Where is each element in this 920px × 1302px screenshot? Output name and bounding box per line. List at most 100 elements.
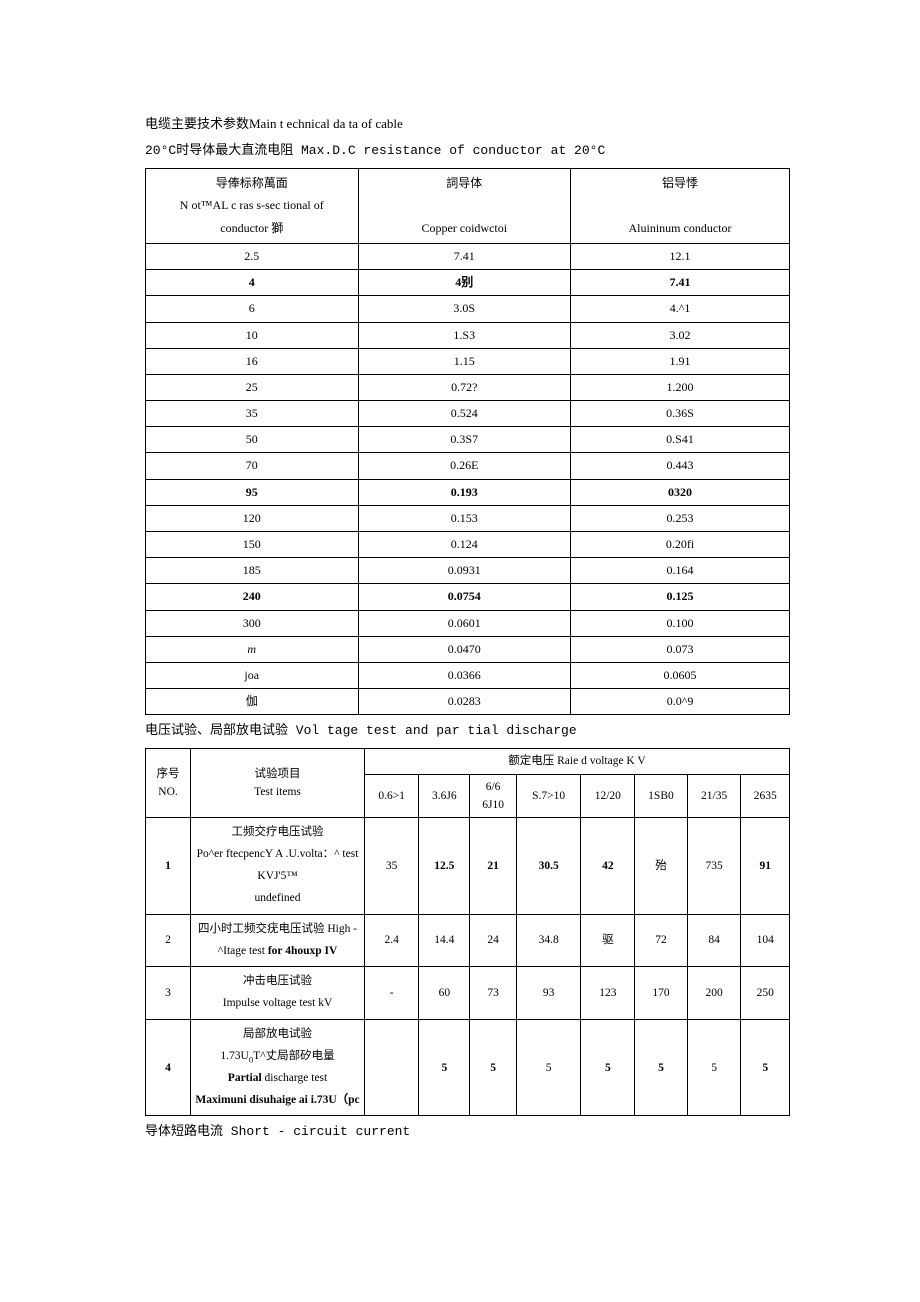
table-header-cell: 21/35: [687, 774, 741, 818]
table-cell: 驱: [581, 914, 635, 967]
table-cell: m: [146, 636, 359, 662]
table-cell: 0.164: [571, 558, 790, 584]
table-cell-desc: 冲击电压试验Impulse voltage test kV: [191, 967, 365, 1020]
table-cell: 1.S3: [358, 322, 571, 348]
t1-h-c1c: conductor 獅: [220, 221, 283, 235]
table-cell: 殆: [635, 818, 688, 914]
table-cell: 14.4: [419, 914, 470, 967]
table-header-cell: 0.6>1: [364, 774, 418, 818]
table-cell: 12.1: [571, 243, 790, 269]
table-dc-resistance: 导俸标称萬面 N ot™AL c ras s-sec tional of con…: [145, 168, 790, 716]
table-cell: 12.5: [419, 818, 470, 914]
table-cell: 0.193: [358, 479, 571, 505]
table-cell: 21: [470, 818, 516, 914]
table-cell: 170: [635, 967, 688, 1020]
table-cell-desc: 四小时工频交疣电压试验 High - ^Itage test for 4houx…: [191, 914, 365, 967]
t2-h-c1b: NO.: [158, 786, 178, 798]
t1-h-c3b: Aluininum conductor: [629, 221, 732, 235]
table-cell: 1.15: [358, 348, 571, 374]
table-cell: 0.153: [358, 505, 571, 531]
table-cell: 34.8: [516, 914, 581, 967]
table-cell: 123: [581, 967, 635, 1020]
table-cell: 60: [419, 967, 470, 1020]
table-cell: 7.41: [358, 243, 571, 269]
table-cell: 240: [146, 584, 359, 610]
table-cell-desc: 局部放电试验1.73U0T^丈局部矽电量Partial discharge te…: [191, 1020, 365, 1116]
table-cell: 0320: [571, 479, 790, 505]
table-cell: 0.36S: [571, 401, 790, 427]
table-cell: 5: [581, 1020, 635, 1116]
table-cell: 24: [470, 914, 516, 967]
table-cell: 50: [146, 427, 359, 453]
table-cell: 1.200: [571, 374, 790, 400]
table-header-cell: 3.6J6: [419, 774, 470, 818]
t1-h-c2a: 詞导体: [446, 176, 482, 190]
table-cell: 10: [146, 322, 359, 348]
table-cell: 735: [687, 818, 741, 914]
table-cell: 72: [635, 914, 688, 967]
t2-h-c2a: 试验项目: [255, 768, 301, 780]
table-cell: 6: [146, 296, 359, 322]
table-cell: 4: [146, 270, 359, 296]
table-cell: 0.253: [571, 505, 790, 531]
table-cell: 70: [146, 453, 359, 479]
table-cell: 35: [146, 401, 359, 427]
table-cell: 0.26E: [358, 453, 571, 479]
table-cell: 0.0366: [358, 662, 571, 688]
table-cell: 91: [741, 818, 790, 914]
table-cell: 200: [687, 967, 741, 1020]
table-cell: 3.0S: [358, 296, 571, 322]
table-cell: 30.5: [516, 818, 581, 914]
table-cell: 185: [146, 558, 359, 584]
table-cell: 7.41: [571, 270, 790, 296]
table-cell-no: 2: [146, 914, 191, 967]
table-cell: 0.100: [571, 610, 790, 636]
table-cell: 300: [146, 610, 359, 636]
table-cell: joa: [146, 662, 359, 688]
table-cell: 0.124: [358, 532, 571, 558]
table-cell: 0.0283: [358, 689, 571, 715]
table-header-cell: 1SB0: [635, 774, 688, 818]
table-header-cell: S.7>10: [516, 774, 581, 818]
table-cell: 0.0605: [571, 662, 790, 688]
t1-h-c1a: 导俸标称萬面: [216, 176, 288, 190]
table-cell: 0.0931: [358, 558, 571, 584]
table-cell: 4别: [358, 270, 571, 296]
table-cell: 5: [470, 1020, 516, 1116]
table-cell: 0.72?: [358, 374, 571, 400]
table-cell: 120: [146, 505, 359, 531]
table-cell: -: [364, 967, 418, 1020]
table-cell: 0.3S7: [358, 427, 571, 453]
table-cell: 4.^1: [571, 296, 790, 322]
table-cell: 0.S41: [571, 427, 790, 453]
t2-h-c1a: 序号: [157, 768, 180, 780]
table-cell: 5: [741, 1020, 790, 1116]
table-cell: 2.4: [364, 914, 418, 967]
table-cell: 5: [687, 1020, 741, 1116]
t1-h-c2b: Copper coidwctoi: [421, 221, 507, 235]
table-cell: 84: [687, 914, 741, 967]
table-header-cell: 2635: [741, 774, 790, 818]
table-cell: 35: [364, 818, 418, 914]
table-cell: 0.443: [571, 453, 790, 479]
table-cell: 0.20fi: [571, 532, 790, 558]
table-cell: 150: [146, 532, 359, 558]
table-cell: 250: [741, 967, 790, 1020]
table-cell: 16: [146, 348, 359, 374]
table-cell: 0.524: [358, 401, 571, 427]
table-cell: 2.5: [146, 243, 359, 269]
table-cell: 伽: [146, 689, 359, 715]
table-cell: 0.125: [571, 584, 790, 610]
table-cell: 0.0470: [358, 636, 571, 662]
table-header-cell: 6/66J10: [470, 774, 516, 818]
table-cell: 0.0754: [358, 584, 571, 610]
table-cell: [364, 1020, 418, 1116]
table-cell-no: 1: [146, 818, 191, 914]
t1-h-c3a: 铝导悸: [662, 176, 698, 190]
table-cell: 104: [741, 914, 790, 967]
table-cell: 42: [581, 818, 635, 914]
table-cell: 73: [470, 967, 516, 1020]
table-cell: 5: [635, 1020, 688, 1116]
table-cell-no: 3: [146, 967, 191, 1020]
heading-table2: 电压试验、局部放电试验 Vol tage test and par tial d…: [145, 721, 790, 742]
